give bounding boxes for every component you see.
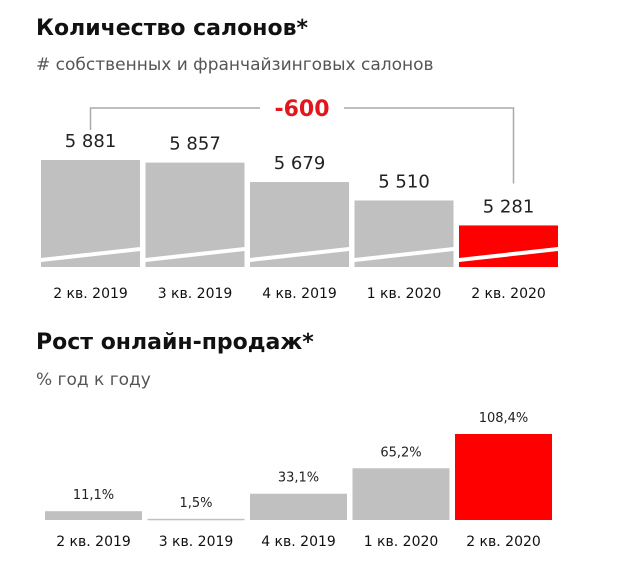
data-label: 5 857 xyxy=(169,134,221,155)
data-label: 11,1% xyxy=(73,488,114,503)
data-label: 5 281 xyxy=(483,196,535,217)
data-label: 5 510 xyxy=(378,171,430,192)
axis-break-mark xyxy=(354,247,454,262)
x-tick-label: 2 кв. 2019 xyxy=(56,534,131,550)
data-label: 5 679 xyxy=(274,153,326,174)
chart1-subtitle: # собственных и франчайзинговых салонов xyxy=(36,55,434,75)
x-tick-label: 2 кв. 2020 xyxy=(471,286,546,302)
axis-break-mark xyxy=(250,247,349,262)
x-tick-label: 2 кв. 2020 xyxy=(466,534,541,550)
data-label: 5 881 xyxy=(65,131,117,152)
bar xyxy=(455,434,552,520)
data-label: 65,2% xyxy=(380,445,421,460)
x-tick-label: 4 кв. 2019 xyxy=(262,286,337,302)
bar xyxy=(250,493,347,520)
axis-break-mark xyxy=(41,247,140,262)
x-tick-label: 1 кв. 2020 xyxy=(367,286,442,302)
bar xyxy=(147,518,245,521)
axis-break-mark xyxy=(145,247,245,262)
x-tick-label: 1 кв. 2020 xyxy=(364,534,439,550)
x-tick-label: 2 кв. 2019 xyxy=(53,286,128,302)
change-bracket-right xyxy=(344,107,515,184)
data-label: 108,4% xyxy=(479,411,529,426)
bar xyxy=(45,511,142,520)
x-tick-label: 4 кв. 2019 xyxy=(261,534,336,550)
axis-break-mark xyxy=(459,247,558,262)
change-bracket-left xyxy=(89,107,260,130)
chart2-title: Рост онлайн-продаж* xyxy=(36,330,314,355)
data-label: 33,1% xyxy=(278,471,319,486)
bar xyxy=(352,468,450,520)
data-label: 1,5% xyxy=(179,496,212,511)
chart2-subtitle: % год к году xyxy=(36,370,151,390)
x-tick-label: 3 кв. 2019 xyxy=(158,286,233,302)
chart1-title: Количество салонов* xyxy=(36,16,308,41)
change-annotation: -600 xyxy=(274,97,329,122)
x-tick-label: 3 кв. 2019 xyxy=(159,534,234,550)
